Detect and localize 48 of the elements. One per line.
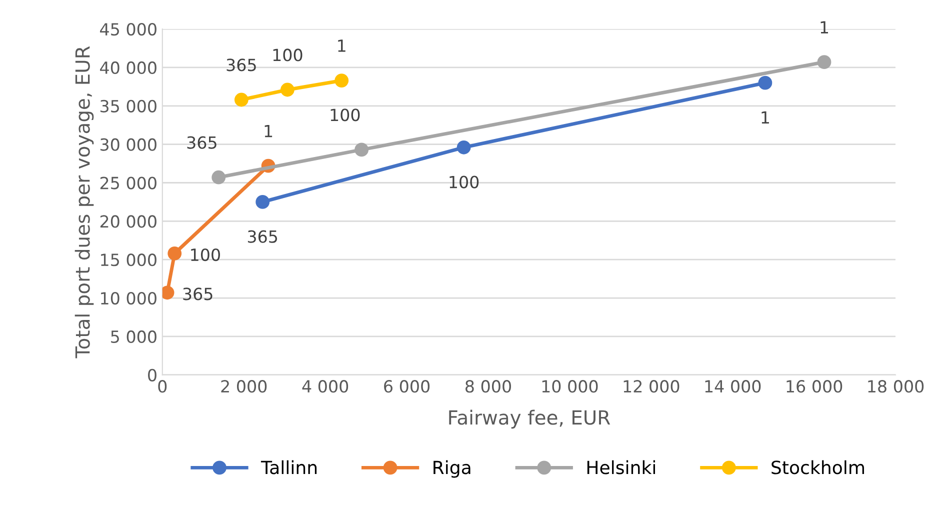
legend-label: Tallinn	[260, 460, 317, 474]
legend-label: Riga	[434, 460, 470, 478]
point	[456, 140, 471, 154]
y-tick-label: 5 000	[111, 330, 156, 344]
y-tick-label: 30 000	[100, 138, 156, 151]
x-tick-label: 6 000	[384, 380, 430, 393]
annotation: 365	[183, 288, 212, 300]
legend-label: Stockholm	[772, 460, 864, 474]
x-tick-label: 14 000	[705, 380, 761, 393]
point	[168, 246, 182, 260]
point	[817, 55, 832, 70]
annotation: 1	[820, 21, 828, 34]
y-tick-label: 25 000	[100, 176, 156, 190]
point	[354, 142, 369, 157]
legend-label: Helsinki	[587, 460, 656, 474]
point	[256, 195, 270, 209]
y-axis-title: Total port dues per voyage, EUR	[74, 46, 94, 358]
point	[234, 92, 248, 107]
annotation: 100	[450, 176, 479, 188]
y-tick-label: 0	[148, 368, 156, 382]
x-axis-title: Fairway fee, EUR	[449, 410, 610, 429]
x-tick-label: 0	[158, 380, 167, 393]
x-tick-label: 16 000	[786, 380, 842, 393]
y-tick-label: 35 000	[100, 100, 156, 112]
y-tick-label: 40 000	[100, 61, 156, 74]
point	[758, 76, 772, 90]
annotation: 365	[248, 230, 278, 243]
y-tick-label: 15 000	[101, 254, 156, 266]
annotation: 100	[330, 108, 360, 122]
annotation: 365	[187, 136, 216, 149]
y-tick-label: 45 000	[100, 23, 156, 36]
annotation: 1	[762, 111, 769, 124]
x-tick-label: 2 000	[221, 380, 267, 393]
point	[280, 82, 294, 97]
annotation: 1	[338, 40, 346, 52]
y-tick-label: 20 000	[100, 215, 156, 228]
x-tick-label: 4 000	[302, 380, 348, 393]
x-tick-label: 12 000	[624, 380, 680, 393]
annotation: 365	[226, 58, 256, 72]
x-tick-label: 10 000	[542, 380, 598, 393]
x-tick-label: 18 000	[868, 380, 924, 393]
point	[334, 74, 349, 88]
annotation: 100	[191, 248, 220, 262]
point	[212, 170, 226, 184]
x-tick-label: 8 000	[466, 380, 511, 393]
y-tick-label: 10 000	[101, 292, 156, 305]
annotation: 100	[273, 48, 302, 62]
annotation: 1	[264, 124, 272, 138]
